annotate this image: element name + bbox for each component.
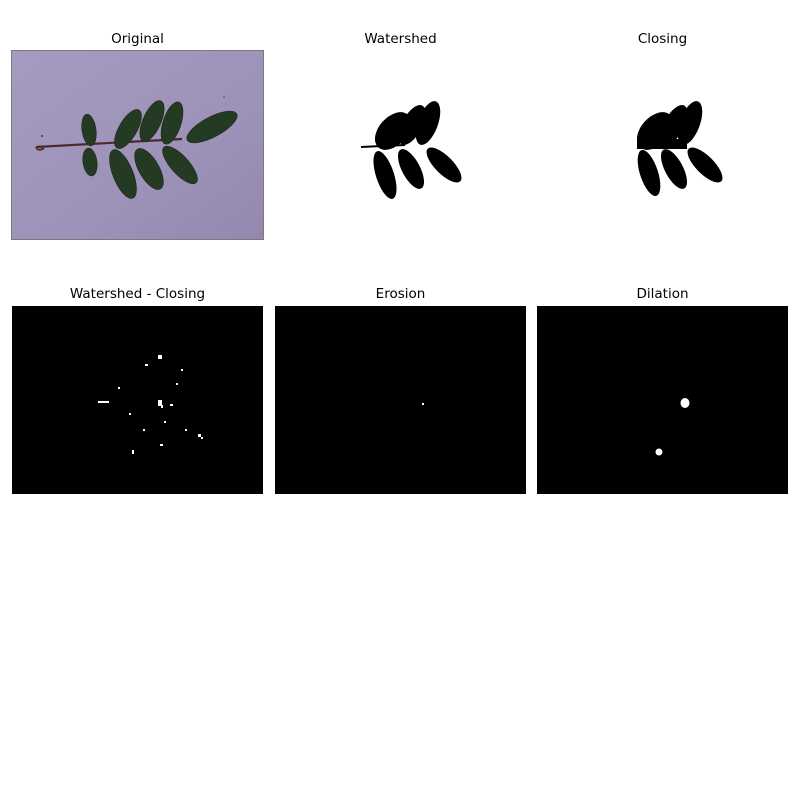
closing-mask	[537, 51, 788, 239]
original-leaf-photo	[11, 50, 264, 240]
panel-title: Original	[111, 31, 164, 47]
panel-title: Closing	[637, 31, 688, 47]
panel-title: Watershed - Closing	[69, 286, 206, 302]
erosion-mask	[275, 306, 526, 494]
panel-title: Dilation	[636, 286, 689, 302]
watershed-mask	[275, 51, 526, 239]
difference-mask	[12, 306, 263, 494]
panel-title: Erosion	[375, 286, 426, 302]
panel-title: Watershed	[364, 31, 437, 47]
dilation-mask	[537, 306, 788, 494]
